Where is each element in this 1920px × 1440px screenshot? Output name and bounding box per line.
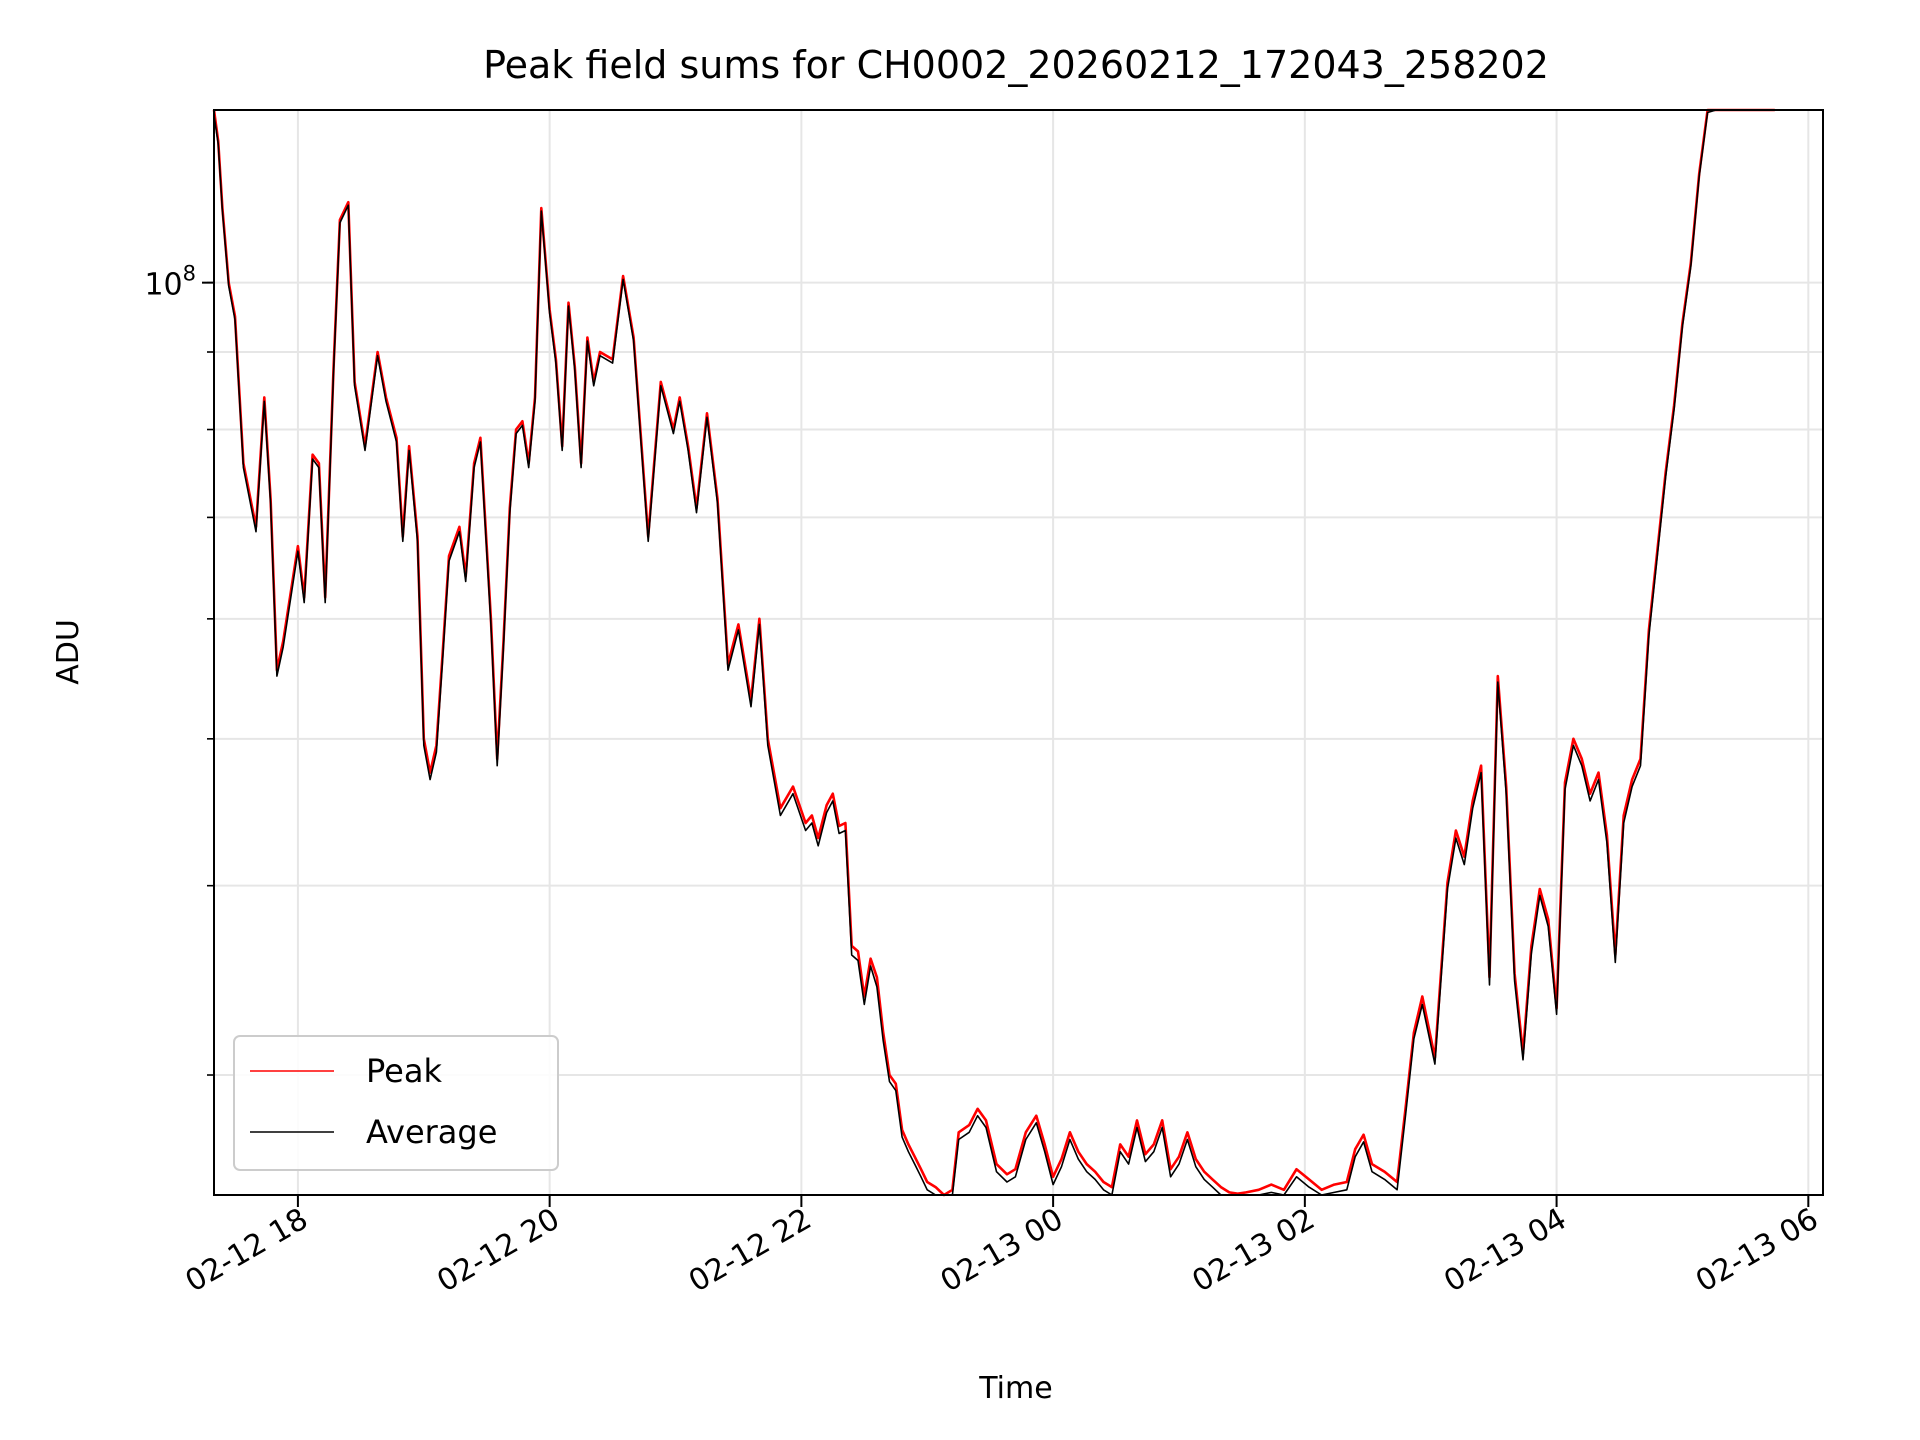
grid xyxy=(214,110,1823,1195)
legend-frame xyxy=(233,1035,559,1171)
plot-frame xyxy=(213,109,1824,1196)
legend: Peak Average xyxy=(233,1035,559,1171)
y-axis-ticks: 108 xyxy=(144,262,214,1076)
y-axis-label: ADU xyxy=(51,619,86,685)
x-axis-label: Time xyxy=(978,1371,1052,1406)
y-tick-label: 108 xyxy=(144,262,196,303)
legend-label-peak: Peak xyxy=(366,1052,442,1090)
chart-title: Peak field sums for CH0002_20260212_1720… xyxy=(483,43,1549,87)
legend-label-average: Average xyxy=(366,1113,497,1151)
